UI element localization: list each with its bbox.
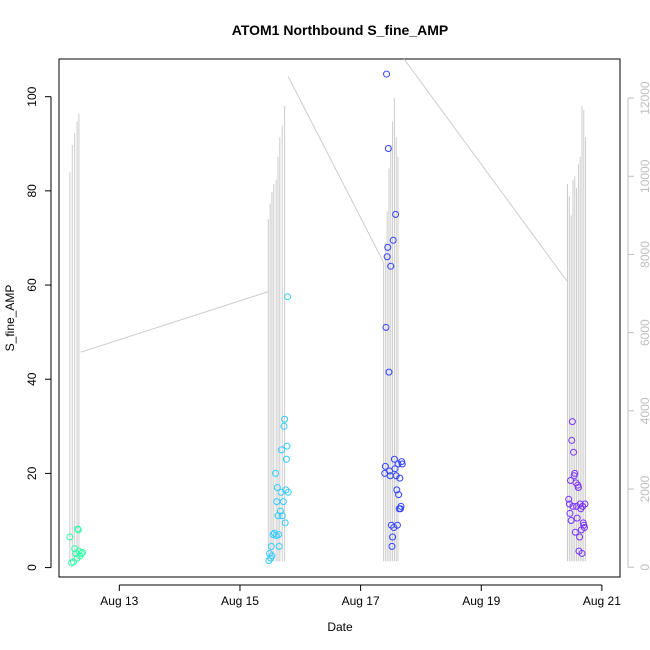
data-point <box>398 460 406 468</box>
secondary-line-connector <box>403 58 568 283</box>
plot-frame <box>58 58 621 578</box>
data-point <box>284 293 292 301</box>
data-point <box>395 491 403 499</box>
data-point <box>276 507 284 515</box>
data-point <box>392 210 400 218</box>
data-point <box>281 415 289 423</box>
data-point <box>382 323 390 331</box>
data-point <box>392 472 400 480</box>
data-point <box>580 524 588 532</box>
data-point <box>393 521 401 529</box>
data-point <box>581 500 589 508</box>
data-point <box>390 455 398 463</box>
data-point <box>387 262 395 270</box>
data-point <box>69 558 77 566</box>
data-point <box>275 531 283 539</box>
data-point <box>568 418 576 426</box>
y-axis-label: S_fine_AMP <box>3 285 17 352</box>
data-point <box>394 460 402 468</box>
data-point <box>389 533 397 541</box>
y2-tick-label: 4000 <box>638 397 650 424</box>
data-point <box>576 533 584 541</box>
y2-tick-label: 0 <box>638 564 650 571</box>
data-point <box>570 448 578 456</box>
data-point <box>565 500 573 508</box>
data-point <box>272 469 280 477</box>
data-point <box>565 495 573 503</box>
y-tick-label: 80 <box>25 184 39 198</box>
data-point <box>278 512 286 520</box>
data-point <box>66 533 74 541</box>
data-point <box>281 519 289 527</box>
data-point <box>283 442 291 450</box>
data-point <box>566 509 574 517</box>
data-point <box>267 542 275 550</box>
data-point <box>284 488 292 496</box>
data-point <box>569 502 577 510</box>
data-point <box>388 542 396 550</box>
data-point <box>384 144 392 152</box>
data-point <box>384 243 392 251</box>
data-point <box>278 446 286 454</box>
secondary-series-layer <box>69 58 587 562</box>
x-tick-label: Aug 17 <box>342 594 380 608</box>
data-point <box>568 436 576 444</box>
data-point <box>79 549 87 557</box>
data-point <box>574 484 582 492</box>
data-point <box>390 524 398 532</box>
data-point <box>74 526 82 534</box>
points-layer <box>66 70 589 567</box>
y-tick-label: 20 <box>25 466 39 480</box>
data-point <box>579 502 587 510</box>
x-tick-label: Aug 13 <box>100 594 138 608</box>
data-point <box>578 549 586 557</box>
x-tick-label: Aug 19 <box>462 594 500 608</box>
y-tick-label: 0 <box>25 564 39 571</box>
data-point <box>269 531 277 539</box>
axes-layer: 0 20 40 60 80 100 0 2000 4000 6000 8000 10000 12000 A… <box>25 81 650 608</box>
data-point <box>567 516 575 524</box>
data-point <box>273 484 281 492</box>
data-point <box>282 486 290 494</box>
data-point <box>273 498 281 506</box>
y2-tick-label: 12000 <box>638 81 650 115</box>
data-point <box>573 514 581 522</box>
data-point <box>396 474 404 482</box>
y-tick-label: 60 <box>25 278 39 292</box>
y2-tick-label: 8000 <box>638 241 650 268</box>
data-point <box>383 70 391 78</box>
data-point <box>571 469 579 477</box>
y-tick-label: 100 <box>25 86 39 106</box>
data-point <box>266 549 274 557</box>
chart-title: ATOM1 Northbound S_fine_AMP <box>232 22 448 38</box>
data-point <box>385 368 393 376</box>
y2-tick-label: 6000 <box>638 319 650 346</box>
data-point <box>275 542 283 550</box>
data-point <box>389 236 397 244</box>
data-point <box>77 549 85 557</box>
secondary-line-connector <box>80 291 269 353</box>
data-point <box>280 422 288 430</box>
data-point <box>383 253 391 261</box>
data-point <box>393 486 401 494</box>
x-axis-label: Date <box>327 620 353 634</box>
data-point <box>282 455 290 463</box>
y2-tick-label: 2000 <box>638 475 650 502</box>
x-tick-label: Aug 15 <box>221 594 259 608</box>
y-tick-label: 40 <box>25 372 39 386</box>
secondary-line-connector <box>287 76 384 263</box>
data-point <box>571 528 579 536</box>
x-tick-label: Aug 21 <box>583 594 621 608</box>
data-point <box>279 498 287 506</box>
data-point <box>576 500 584 508</box>
data-point <box>268 552 276 560</box>
data-point <box>397 502 405 510</box>
y2-tick-label: 10000 <box>638 159 650 193</box>
data-point <box>381 462 389 470</box>
data-point <box>75 547 83 555</box>
